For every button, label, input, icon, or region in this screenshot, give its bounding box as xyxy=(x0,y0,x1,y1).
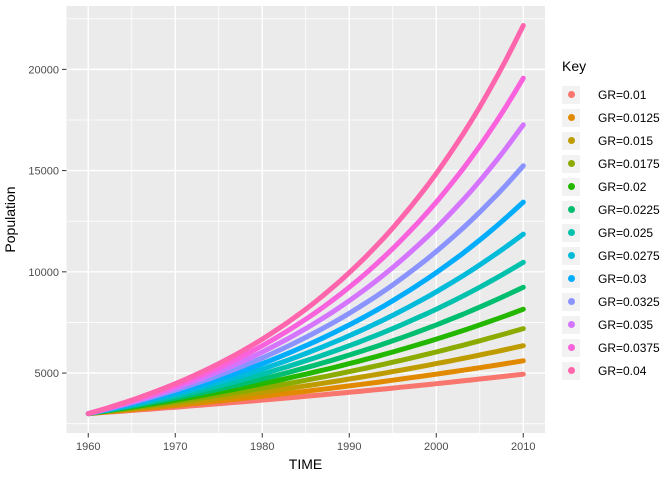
legend-item-label: GR=0.0325 xyxy=(598,294,660,309)
legend-item-label: GR=0.0225 xyxy=(598,202,660,217)
legend-point-icon xyxy=(567,183,575,190)
legend-item: GR=0.035 xyxy=(556,313,660,336)
legend-title: Key xyxy=(562,58,587,74)
series-lines xyxy=(85,23,526,417)
legend-point-icon xyxy=(567,114,575,121)
legend-key xyxy=(562,154,580,173)
legend-item-label: GR=0.0375 xyxy=(598,340,660,355)
legend-key xyxy=(562,131,580,150)
legend-key xyxy=(562,269,580,288)
legend-key xyxy=(562,200,580,219)
legend-item-label: GR=0.04 xyxy=(598,363,647,378)
legend-item: GR=0.015 xyxy=(556,129,660,152)
legend-item-label: GR=0.03 xyxy=(598,271,647,286)
y-tick-label: 20000 xyxy=(28,64,59,76)
legend-point-icon xyxy=(567,91,575,98)
legend-key xyxy=(562,177,580,196)
legend: Key GR=0.01 GR=0.0125 GR=0.015 GR=0.0175 GR=… xyxy=(556,58,660,382)
y-tick-label: 15000 xyxy=(28,166,59,178)
legend-item-label: GR=0.02 xyxy=(598,179,647,194)
legend-point-icon xyxy=(567,206,575,213)
axis-ticks xyxy=(62,68,524,438)
legend-key xyxy=(562,292,580,311)
legend-key xyxy=(562,223,580,242)
legend-key xyxy=(562,108,580,127)
legend-item: GR=0.0175 xyxy=(556,152,660,175)
legend-item: GR=0.03 xyxy=(556,267,660,290)
legend-point-icon xyxy=(567,252,575,259)
legend-item-label: GR=0.015 xyxy=(598,133,654,148)
x-tick-label: 2000 xyxy=(424,441,448,453)
x-axis-title: TIME xyxy=(289,456,322,472)
legend-item: GR=0.01 xyxy=(556,83,660,106)
legend-item-label: GR=0.025 xyxy=(598,225,654,240)
legend-item-label: GR=0.01 xyxy=(598,87,647,102)
legend-item: GR=0.0225 xyxy=(556,198,660,221)
legend-key xyxy=(562,361,580,380)
y-tick-label: 10000 xyxy=(28,267,59,279)
legend-key xyxy=(562,338,580,357)
legend-item: GR=0.0375 xyxy=(556,336,660,359)
axis-tick-labels: 1960 1970 1980 1990 2000 2010 5000 10000 15000 20… xyxy=(28,64,535,453)
x-tick-label: 1970 xyxy=(163,441,187,453)
legend-key xyxy=(562,315,580,334)
legend-item-label: GR=0.035 xyxy=(598,317,654,332)
legend-item: GR=0.025 xyxy=(556,221,660,244)
legend-point-icon xyxy=(567,367,575,374)
legend-item: GR=0.0325 xyxy=(556,290,660,313)
x-tick-label: 1960 xyxy=(76,441,100,453)
legend-key xyxy=(562,246,580,265)
minor-gridlines xyxy=(66,6,545,433)
legend-item: GR=0.04 xyxy=(556,359,660,382)
legend-point-icon xyxy=(567,137,575,144)
legend-point-icon xyxy=(567,275,575,282)
legend-item-label: GR=0.0175 xyxy=(598,156,660,171)
legend-point-icon xyxy=(567,321,575,328)
legend-item: GR=0.02 xyxy=(556,175,660,198)
series-line-gr-0.04 xyxy=(85,23,526,417)
x-tick-label: 2010 xyxy=(511,441,535,453)
y-axis-title: Population xyxy=(2,186,18,252)
legend-point-icon xyxy=(567,160,575,167)
legend-key xyxy=(562,85,580,104)
x-tick-label: 1990 xyxy=(337,441,361,453)
legend-point-icon xyxy=(567,298,575,305)
legend-point-icon xyxy=(567,229,575,236)
legend-item: GR=0.0125 xyxy=(556,106,660,129)
legend-point-icon xyxy=(567,344,575,351)
legend-item-label: GR=0.0275 xyxy=(598,248,660,263)
legend-item-label: GR=0.0125 xyxy=(598,110,660,125)
y-tick-label: 5000 xyxy=(35,368,59,380)
legend-item: GR=0.0275 xyxy=(556,244,660,267)
x-tick-label: 1980 xyxy=(250,441,274,453)
legend-items: GR=0.01 GR=0.0125 GR=0.015 GR=0.0175 GR=0.02… xyxy=(556,83,660,382)
